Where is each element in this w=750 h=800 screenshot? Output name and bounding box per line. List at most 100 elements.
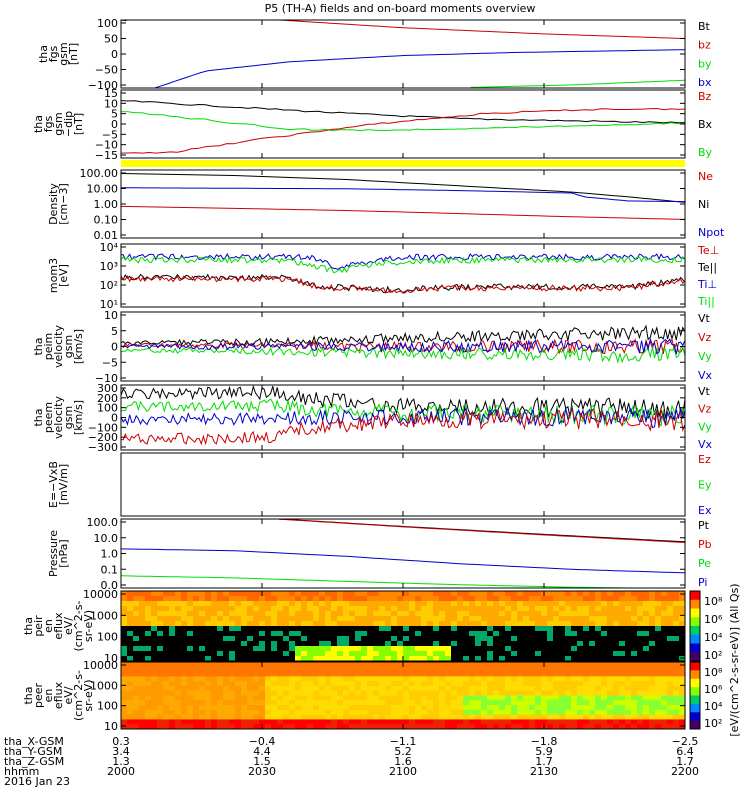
heatmap-cell: [181, 662, 188, 668]
heatmap-cell: [217, 709, 224, 716]
heatmap-cell: [169, 651, 176, 657]
colorbar-tick-label: 10⁶: [704, 613, 723, 626]
heatmap-cell: [247, 591, 254, 597]
heatmap-cell: [133, 651, 140, 657]
heatmap-cell: [355, 676, 362, 682]
heatmap-cell: [613, 631, 620, 637]
heatmap-cell: [385, 662, 392, 668]
heatmap-cell: [385, 606, 392, 612]
heatmap-cell: [199, 636, 206, 642]
heatmap-cell: [511, 636, 518, 642]
heatmap-cell: [397, 606, 404, 612]
heatmap-cell: [367, 690, 374, 696]
heatmap-cell: [199, 611, 206, 617]
heatmap-cell: [517, 631, 524, 637]
heatmap-cell: [373, 636, 380, 642]
heatmap-cell: [187, 636, 194, 642]
y-tick-label: 100: [97, 17, 118, 30]
heatmap-cell: [355, 591, 362, 597]
heatmap-cell: [385, 671, 392, 677]
heatmap-cell: [361, 724, 368, 730]
x-row-value: 0.3: [112, 735, 130, 748]
heatmap-cell: [349, 714, 356, 720]
heatmap-cell: [487, 700, 494, 706]
heatmap-cell: [379, 656, 386, 662]
heatmap-cell: [223, 636, 230, 642]
heatmap-cell: [487, 705, 494, 711]
heatmap-cell: [469, 641, 476, 647]
heatmap-cell: [577, 724, 584, 730]
heatmap-cell: [295, 631, 302, 637]
heatmap-cell: [391, 690, 398, 696]
heatmap-cell: [217, 611, 224, 617]
x-row-value: 2130: [530, 765, 558, 778]
heatmap-cell: [655, 641, 662, 647]
colorbar-swatch: [690, 720, 700, 730]
heatmap-cell: [565, 641, 572, 647]
heatmap-cell: [289, 621, 296, 627]
heatmap-cell: [505, 685, 512, 692]
heatmap-cell: [175, 685, 182, 692]
heatmap-cell: [607, 601, 614, 607]
heatmap-cell: [343, 621, 350, 627]
heatmap-cell: [403, 651, 410, 657]
heatmap-cell: [577, 601, 584, 607]
heatmap-cell: [253, 695, 260, 701]
heatmap-cell: [421, 616, 428, 622]
heatmap-cell: [661, 705, 668, 711]
heatmap-cell: [403, 671, 410, 677]
heatmap-cell: [337, 709, 344, 716]
heatmap-cell: [373, 651, 380, 657]
heatmap-cell: [241, 626, 248, 632]
heatmap-cell: [475, 631, 482, 637]
heatmap-cell: [265, 656, 272, 662]
heatmap-cell: [607, 690, 614, 696]
heatmap-cell: [589, 681, 596, 687]
heatmap-cell: [319, 631, 326, 637]
heatmap-cell: [277, 591, 284, 597]
heatmap-cell: [433, 709, 440, 716]
heatmap-cell: [613, 606, 620, 612]
heatmap-cell: [295, 719, 302, 725]
heatmap-cell: [625, 671, 632, 677]
heatmap-cell: [235, 631, 242, 637]
heatmap-cell: [331, 636, 338, 642]
heatmap-cell: [337, 719, 344, 725]
heatmap-cell: [175, 705, 182, 711]
heatmap-cell: [475, 700, 482, 706]
heatmap-cell: [451, 626, 458, 632]
heatmap-cell: [199, 685, 206, 692]
heatmap-cell: [379, 646, 386, 652]
heatmap-cell: [277, 641, 284, 647]
heatmap-cell: [517, 636, 524, 642]
heatmap-cell: [667, 626, 674, 632]
heatmap-cell: [655, 616, 662, 622]
series-bx: [154, 49, 686, 89]
heatmap-cell: [229, 676, 236, 682]
heatmap-cell: [271, 695, 278, 701]
heatmap-cell: [655, 631, 662, 637]
y-tick-label: 300: [97, 382, 118, 395]
heatmap-cell: [211, 631, 218, 637]
heatmap-cell: [199, 700, 206, 706]
heatmap-cell: [181, 591, 188, 597]
heatmap-cell: [217, 651, 224, 657]
heatmap-cell: [259, 621, 266, 627]
heatmap-cell: [391, 591, 398, 597]
heatmap-cell: [145, 705, 152, 711]
heatmap-cell: [409, 656, 416, 662]
heatmap-cell: [493, 601, 500, 607]
legend-Ni: Ni: [698, 198, 709, 211]
heatmap-cell: [199, 621, 206, 627]
heatmap-cell: [409, 671, 416, 677]
legend-by: by: [698, 57, 712, 70]
heatmap-cell: [343, 636, 350, 642]
heatmap-cell: [157, 705, 164, 711]
heatmap-cell: [295, 681, 302, 687]
heatmap-cell: [379, 700, 386, 706]
heatmap-cell: [169, 666, 176, 672]
heatmap-cell: [631, 671, 638, 677]
heatmap-cell: [331, 626, 338, 632]
heatmap-cell: [331, 724, 338, 730]
